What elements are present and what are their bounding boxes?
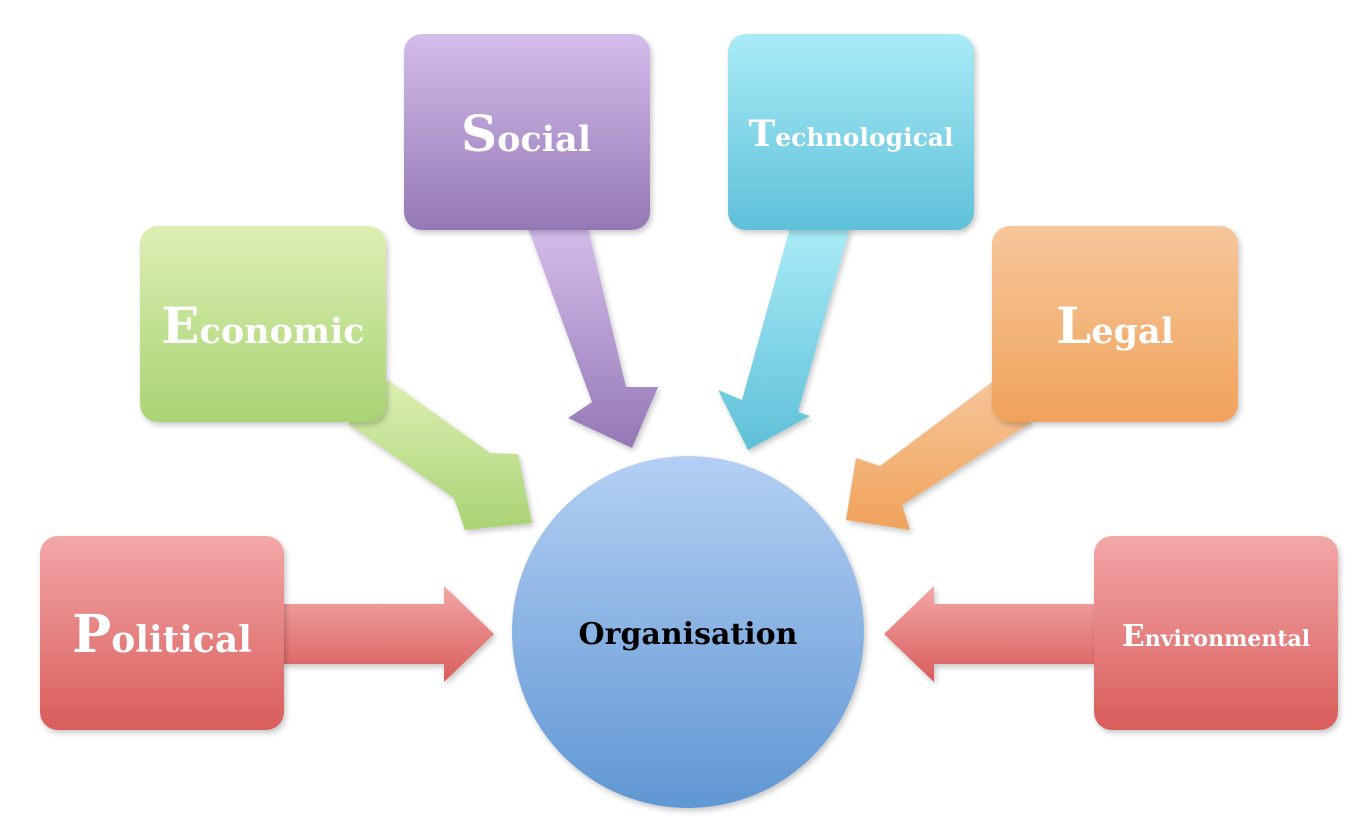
center-circle bbox=[512, 456, 864, 808]
arrow-political bbox=[282, 586, 494, 682]
arrows bbox=[282, 228, 1098, 682]
box-economic bbox=[140, 226, 386, 422]
label-environmental: Environmental bbox=[1122, 619, 1310, 654]
arrow-economic bbox=[348, 380, 532, 530]
arrow-social bbox=[528, 228, 658, 448]
label-legal: Legal bbox=[1056, 296, 1174, 355]
factor-environmental: Environmental bbox=[1094, 536, 1338, 730]
arrow-legal bbox=[846, 376, 1032, 530]
label-economic: Economic bbox=[161, 296, 364, 355]
factor-boxes: Political Economic Social Technological … bbox=[40, 34, 1338, 730]
arrow-technological bbox=[718, 228, 850, 450]
center-node: Organisation bbox=[512, 456, 864, 808]
factor-political: Political bbox=[40, 536, 284, 730]
box-legal bbox=[992, 226, 1238, 422]
box-political bbox=[40, 536, 284, 730]
label-social: Social bbox=[461, 104, 591, 163]
box-environmental bbox=[1094, 536, 1338, 730]
factor-economic: Economic bbox=[140, 226, 386, 422]
box-social bbox=[404, 34, 650, 230]
center-label: Organisation bbox=[579, 617, 798, 652]
arrow-environmental bbox=[884, 586, 1098, 682]
factor-legal: Legal bbox=[992, 226, 1238, 422]
factor-technological: Technological bbox=[728, 34, 974, 230]
label-technological: Technological bbox=[748, 113, 953, 155]
factor-social: Social bbox=[404, 34, 650, 230]
label-political: Political bbox=[72, 604, 252, 665]
box-technological bbox=[728, 34, 974, 230]
